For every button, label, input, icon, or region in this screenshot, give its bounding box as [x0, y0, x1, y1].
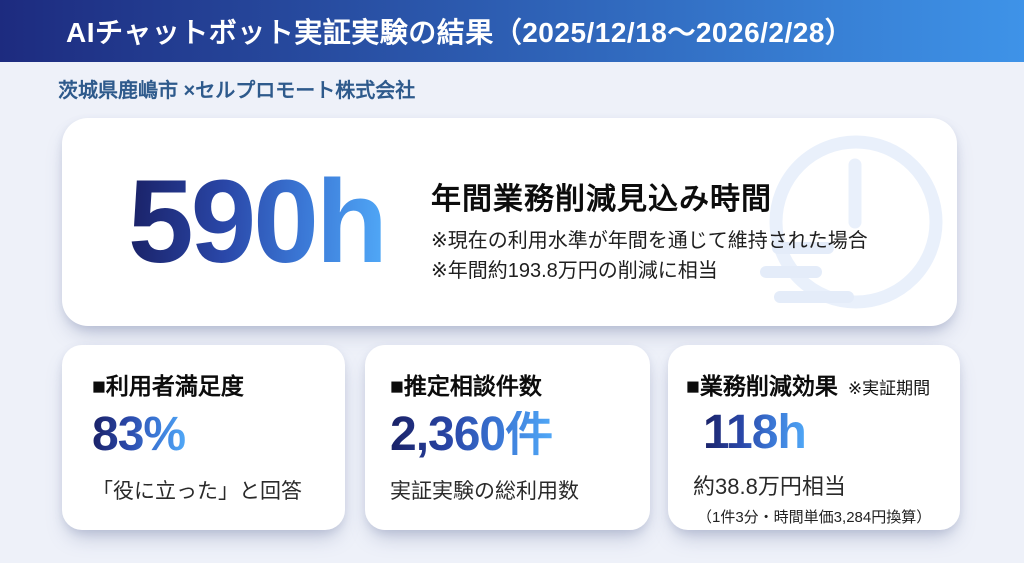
header-bar: AIチャットボット実証実験の結果（2025/12/18〜2026/2/28）: [0, 0, 1024, 62]
hero-notes: ※現在の利用水準が年間を通じて維持された場合 ※年間約193.8万円の削減に相当: [431, 226, 868, 286]
stat-value: 2,360件: [390, 408, 553, 461]
stat-period-note: ※実証期間: [847, 379, 931, 398]
stat-title: ■業務削減効果: [686, 373, 838, 399]
hero-note-1: ※現在の利用水準が年間を通じて維持された場合: [431, 230, 868, 252]
stat-subcaption: （1件3分・時間単価3,284円換算）: [697, 509, 932, 526]
stat-caption: 「役に立った」と回答: [92, 480, 302, 503]
hero-text-block: 年間業務削減見込み時間 ※現在の利用水準が年間を通じて維持された場合 ※年間約1…: [431, 174, 868, 286]
stat-title: ■利用者満足度: [92, 373, 244, 399]
hero-card: 590h 年間業務削減見込み時間 ※現在の利用水準が年間を通じて維持された場合 …: [62, 118, 957, 326]
stat-title-row: ■業務削減効果 ※実証期間: [686, 367, 940, 401]
hero-note-2: ※年間約193.8万円の削減に相当: [431, 260, 718, 282]
stat-caption: 実証実験の総利用数: [390, 480, 579, 503]
stat-card-workload-reduction: ■業務削減効果 ※実証期間 118h 約38.8万円相当 （1件3分・時間単価3…: [668, 345, 960, 530]
stat-value: 118h: [703, 406, 807, 459]
stat-title-row: ■利用者満足度: [92, 367, 325, 401]
stat-title: ■推定相談件数: [390, 373, 542, 399]
page-title: AIチャットボット実証実験の結果（2025/12/18〜2026/2/28）: [66, 17, 854, 48]
stat-title-row: ■推定相談件数: [390, 367, 630, 401]
partners-subtitle: 茨城県鹿嶋市 ×セルプロモート株式会社: [58, 80, 416, 102]
stat-card-consultations: ■推定相談件数 2,360件 実証実験の総利用数: [365, 345, 650, 530]
hero-heading: 年間業務削減見込み時間: [431, 183, 772, 216]
stat-caption: 約38.8万円相当: [693, 474, 846, 499]
stat-card-satisfaction: ■利用者満足度 83% 「役に立った」と回答: [62, 345, 345, 530]
stat-value: 83%: [92, 408, 186, 461]
clock-icon: [760, 135, 943, 309]
hero-value: 590h: [128, 156, 388, 288]
